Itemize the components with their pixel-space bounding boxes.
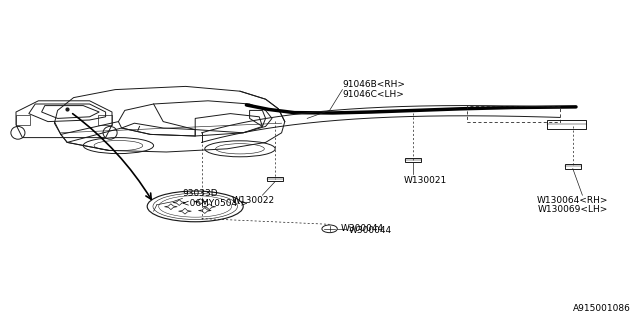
- Text: <06MY0504->: <06MY0504->: [182, 199, 248, 208]
- Text: 93033D: 93033D: [182, 189, 218, 198]
- Text: W130069<LH>: W130069<LH>: [538, 205, 608, 214]
- Text: 91046C<LH>: 91046C<LH>: [342, 90, 404, 99]
- Text: W300044: W300044: [349, 226, 392, 235]
- Text: W300044: W300044: [340, 224, 383, 233]
- Text: 91046B<RH>: 91046B<RH>: [342, 80, 405, 89]
- Bar: [98, 115, 112, 125]
- Text: W130064<RH>: W130064<RH>: [537, 196, 609, 204]
- Text: W130021: W130021: [404, 176, 447, 185]
- Text: A915001086: A915001086: [573, 304, 630, 313]
- Text: W130022: W130022: [231, 196, 275, 204]
- Bar: [16, 115, 30, 125]
